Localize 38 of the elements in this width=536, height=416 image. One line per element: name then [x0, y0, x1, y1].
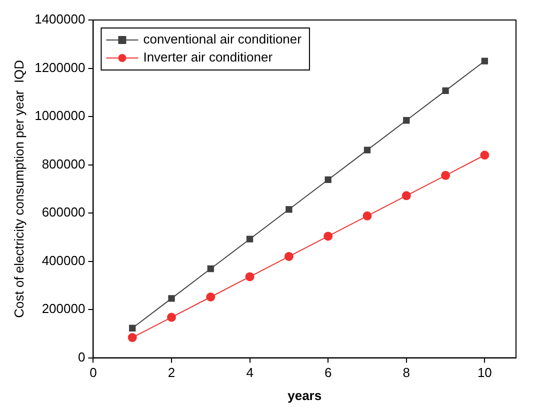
- point: [362, 211, 372, 220]
- point: [207, 265, 214, 272]
- point: [442, 87, 449, 94]
- point: [284, 252, 294, 261]
- x-tick-label: 8: [402, 365, 410, 380]
- y-tick-label: 1200000: [34, 60, 86, 75]
- y-tick-label: 0: [78, 349, 86, 364]
- point: [167, 312, 176, 322]
- point: [245, 272, 254, 282]
- x-axis-title: years: [288, 388, 322, 403]
- point: [481, 58, 488, 64]
- y-tick-label: 1400000: [34, 12, 86, 27]
- point: [324, 232, 333, 241]
- y-axis-title: Cost of electricity consumption per year IQD: [11, 60, 26, 318]
- point: [441, 170, 450, 180]
- point: [324, 176, 332, 184]
- y-tick-label: 600000: [42, 204, 86, 220]
- point: [246, 236, 254, 242]
- x-tick-label: 4: [246, 365, 254, 380]
- point: [403, 117, 410, 124]
- legend-label: Inverter air conditioner: [143, 50, 274, 65]
- point: [402, 191, 411, 200]
- x-tick-label: 6: [324, 365, 332, 380]
- x-tick-label: 10: [477, 365, 492, 380]
- y-tick-label: 1000000: [34, 108, 86, 124]
- point: [129, 324, 136, 332]
- y-tick-label: 400000: [42, 252, 86, 268]
- point: [480, 150, 490, 160]
- x-tick-label: 0: [90, 365, 97, 380]
- point: [168, 295, 175, 302]
- point: [206, 292, 216, 302]
- point: [286, 206, 292, 213]
- point: [364, 146, 371, 154]
- legend-label: conventional air conditioner: [143, 32, 302, 47]
- y-tick-label: 800000: [42, 156, 86, 172]
- y-tick-label: 200000: [42, 301, 86, 316]
- point: [128, 333, 137, 342]
- x-tick-label: 2: [168, 365, 176, 380]
